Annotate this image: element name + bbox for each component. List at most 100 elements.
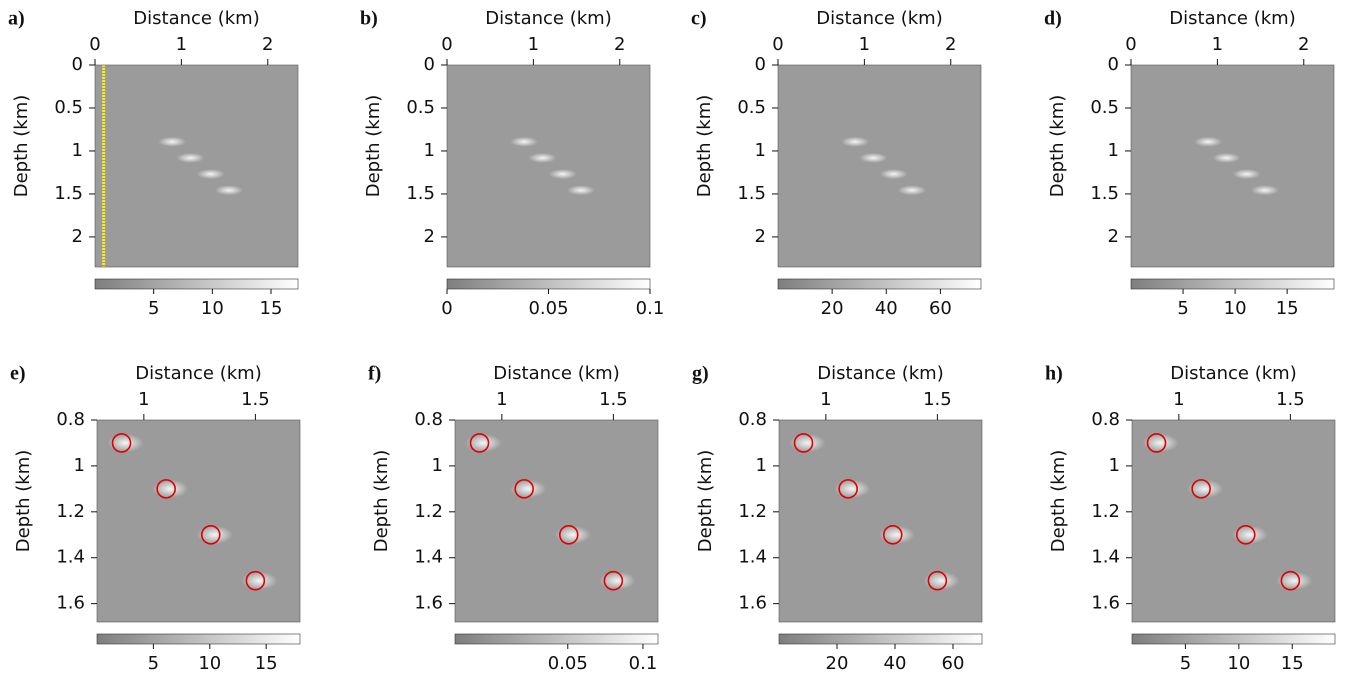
colorbar-tick-label: 15: [255, 653, 278, 674]
colorbar-tick-label: 0.1: [636, 298, 665, 319]
colorbar-tick-label: 15: [1281, 653, 1304, 674]
x-tick-label: 1.5: [1276, 389, 1305, 410]
x-axis-label: Distance (km): [816, 8, 942, 29]
target-marker: [1280, 570, 1301, 591]
y-tick-label: 1.5: [1090, 183, 1119, 204]
frame: [778, 419, 983, 623]
y-tick-label: 1.5: [737, 183, 766, 204]
x-tick-label: 1.5: [241, 389, 270, 410]
frame: [446, 64, 651, 268]
image-feature: [1212, 152, 1241, 163]
x-axis-label: Distance (km): [817, 363, 943, 384]
panel-label: d): [1044, 8, 1062, 30]
y-tick-label: 1.5: [54, 183, 83, 204]
image-feature: [1250, 185, 1279, 196]
x-tick-label: 1: [859, 34, 870, 55]
y-axis-label: Depth (km): [1047, 95, 1068, 198]
panel-label: f): [368, 363, 381, 385]
target-marker: [245, 570, 266, 591]
y-tick-label: 0.8: [1091, 409, 1120, 430]
target-marker: [200, 524, 221, 545]
image-feature: [599, 571, 636, 590]
y-tick-label: 1: [72, 140, 83, 161]
y-tick-label: 1.6: [56, 593, 85, 614]
target-marker: [882, 524, 903, 545]
image-feature: [841, 136, 870, 147]
colorbar-tick-label: 60: [942, 653, 965, 674]
y-tick-label: 1: [1109, 455, 1120, 476]
target-marker: [156, 479, 176, 499]
image-feature: [1142, 433, 1179, 452]
y-tick-label: 2: [755, 226, 766, 247]
y-tick-label: 1.4: [414, 547, 443, 568]
panel-label: g): [692, 363, 709, 385]
x-tick-label: 2: [1298, 34, 1309, 55]
colorbar: [96, 633, 301, 645]
y-tick-label: 1.4: [1091, 547, 1120, 568]
image-feature: [878, 525, 915, 544]
target-marker: [1146, 433, 1167, 453]
target-marker: [603, 570, 624, 591]
x-tick-label: 1.5: [923, 389, 952, 410]
y-tick-label: 1.2: [1091, 501, 1120, 522]
target-marker: [927, 570, 948, 591]
image: [778, 65, 981, 267]
panel-label: b): [360, 8, 378, 30]
colorbar-tick-label: 5: [1180, 653, 1191, 674]
y-axis-label: Depth (km): [363, 95, 384, 198]
image-feature: [176, 152, 205, 163]
target-marker: [1235, 524, 1256, 545]
image-feature: [789, 433, 826, 452]
image-feature: [923, 571, 960, 590]
y-tick-label: 1.6: [414, 593, 443, 614]
image-feature: [528, 152, 557, 163]
target-marker: [514, 479, 534, 499]
colorbar-tick-label: 10: [1224, 298, 1247, 319]
y-tick-label: 1: [756, 455, 767, 476]
x-tick-label: 1: [528, 34, 539, 55]
y-tick-label: 0.8: [414, 409, 443, 430]
y-tick-label: 1: [755, 140, 766, 161]
y-tick-label: 0.5: [737, 97, 766, 118]
x-axis-label: Distance (km): [133, 8, 259, 29]
colorbar-tick-label: 20: [821, 298, 844, 319]
x-tick-label: 1: [138, 389, 149, 410]
image-feature: [196, 169, 225, 180]
x-tick-label: 1: [176, 34, 187, 55]
y-tick-label: 1.2: [56, 501, 85, 522]
y-tick-label: 2: [424, 226, 435, 247]
panel-label: e): [10, 363, 26, 385]
colorbar-tick-label: 60: [929, 298, 952, 319]
image-feature: [1276, 571, 1313, 590]
image-feature: [859, 152, 888, 163]
x-tick-label: 2: [262, 34, 273, 55]
colorbar-tick-label: 15: [260, 298, 283, 319]
y-tick-label: 0: [424, 54, 435, 75]
image-feature: [1232, 169, 1261, 180]
target-marker: [111, 433, 132, 453]
y-axis-label: Depth (km): [1048, 450, 1069, 553]
x-tick-label: 0: [441, 34, 452, 55]
colorbar-tick-label: 0: [441, 298, 452, 319]
x-tick-label: 0: [89, 34, 100, 55]
colorbar-tick-label: 0.1: [629, 653, 658, 674]
colorbar-tick-label: 5: [148, 653, 159, 674]
x-axis-label: Distance (km): [135, 363, 261, 384]
colorbar: [1131, 633, 1336, 645]
colorbar-tick-label: 40: [884, 653, 907, 674]
y-tick-label: 0.5: [54, 97, 83, 118]
colorbar: [94, 278, 299, 290]
x-axis-label: Distance (km): [493, 363, 619, 384]
colorbar: [778, 633, 983, 645]
image-feature: [152, 479, 189, 498]
image-feature: [1187, 479, 1224, 498]
y-tick-label: 1: [432, 455, 443, 476]
image-feature: [879, 169, 908, 180]
colorbar-tick-label: 10: [201, 298, 224, 319]
x-tick-label: 0: [1125, 34, 1136, 55]
image-feature: [465, 433, 502, 452]
y-tick-label: 2: [72, 226, 83, 247]
x-tick-label: 1: [1212, 34, 1223, 55]
x-tick-label: 2: [945, 34, 956, 55]
